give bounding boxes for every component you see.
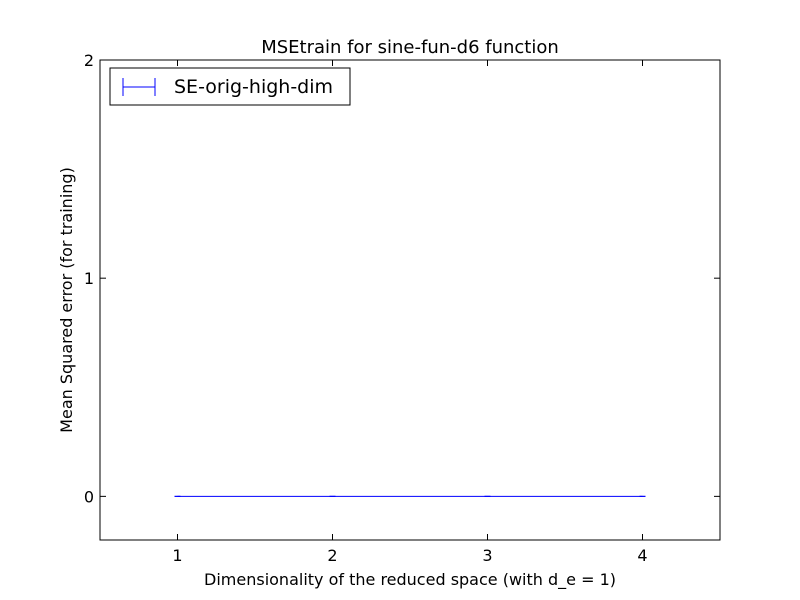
legend-label: SE-orig-high-dim — [174, 76, 333, 98]
legend-key-errorbar-icon — [122, 78, 156, 96]
x-tick-label: 2 — [327, 546, 337, 565]
plot-frame — [99, 59, 721, 541]
x-tick-label: 4 — [637, 546, 647, 565]
chart-title: MSEtrain for sine-fun-d6 function — [261, 37, 559, 58]
x-tick-label: 3 — [482, 546, 492, 565]
ticks: 1 2 3 4 0 1 2 — [84, 51, 720, 565]
y-tick-label: 1 — [84, 269, 94, 288]
y-axis-label: Mean Squared error (for training) — [57, 167, 76, 433]
y-tick-label: 0 — [84, 487, 94, 506]
x-tick-label: 1 — [172, 546, 182, 565]
legend: SE-orig-high-dim — [109, 67, 351, 106]
y-tick-label: 2 — [84, 51, 94, 70]
x-axis-label: Dimensionality of the reduced space (wit… — [204, 570, 616, 590]
